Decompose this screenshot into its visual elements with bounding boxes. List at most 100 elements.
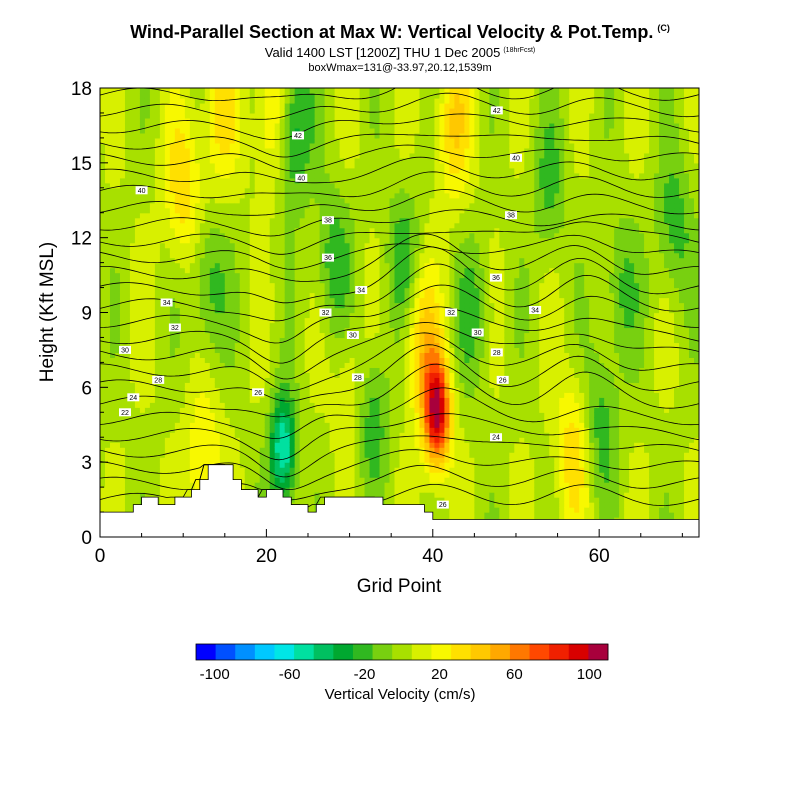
velocity-cell	[209, 112, 216, 119]
velocity-cell	[184, 142, 191, 149]
velocity-cell	[224, 232, 231, 239]
velocity-cell	[319, 137, 326, 144]
velocity-cell	[169, 262, 176, 269]
velocity-cell	[104, 212, 111, 219]
velocity-cell	[274, 162, 281, 169]
velocity-cell	[189, 172, 196, 179]
velocity-cell	[239, 267, 246, 274]
velocity-cell	[319, 97, 326, 104]
velocity-cell	[194, 472, 201, 478]
velocity-cell	[254, 332, 261, 339]
velocity-cell	[244, 382, 251, 388]
velocity-cell	[284, 132, 291, 139]
velocity-cell	[319, 417, 326, 423]
velocity-cell	[264, 437, 271, 443]
velocity-cell	[209, 132, 216, 139]
velocity-cell	[264, 292, 271, 299]
velocity-cell	[304, 227, 311, 234]
velocity-cell	[219, 102, 226, 109]
velocity-cell	[149, 352, 156, 358]
velocity-cell	[324, 412, 331, 418]
velocity-cell	[289, 352, 296, 358]
velocity-cell	[224, 212, 231, 219]
velocity-cell	[184, 282, 191, 289]
velocity-cell	[364, 377, 371, 383]
velocity-cell	[104, 507, 111, 513]
velocity-cell	[269, 197, 276, 204]
velocity-cell	[344, 447, 351, 453]
velocity-cell	[179, 212, 186, 219]
velocity-cell	[329, 182, 336, 189]
velocity-cell	[344, 222, 351, 229]
velocity-cell	[349, 222, 356, 229]
velocity-cell	[279, 427, 286, 433]
velocity-cell	[254, 217, 261, 224]
velocity-cell	[189, 187, 196, 194]
velocity-cell	[114, 507, 121, 513]
velocity-cell	[229, 407, 236, 413]
velocity-cell	[264, 362, 271, 368]
velocity-cell	[159, 187, 166, 194]
velocity-cell	[214, 222, 221, 229]
velocity-cell	[174, 457, 181, 463]
velocity-cell	[159, 252, 166, 259]
velocity-cell	[304, 337, 311, 344]
velocity-cell	[354, 162, 361, 169]
velocity-cell	[174, 407, 181, 413]
velocity-cell	[344, 277, 351, 284]
velocity-cell	[364, 417, 371, 423]
velocity-cell	[100, 457, 106, 463]
velocity-cell	[124, 197, 131, 204]
velocity-cell	[294, 88, 301, 94]
velocity-cell	[144, 307, 151, 314]
velocity-cell	[279, 267, 286, 274]
velocity-cell	[184, 317, 191, 324]
velocity-cell	[319, 177, 326, 184]
velocity-cell	[159, 352, 166, 358]
velocity-cell	[224, 187, 231, 194]
velocity-cell	[279, 102, 286, 109]
velocity-cell	[164, 477, 171, 483]
velocity-cell	[174, 357, 181, 363]
velocity-cell	[294, 287, 301, 294]
velocity-cell	[264, 372, 271, 378]
velocity-cell	[239, 222, 246, 229]
velocity-cell	[114, 132, 121, 139]
velocity-cell	[284, 417, 291, 423]
velocity-cell	[334, 152, 341, 159]
velocity-cell	[234, 287, 241, 294]
velocity-cell	[219, 282, 226, 289]
velocity-cell	[184, 157, 191, 164]
velocity-cell	[314, 407, 321, 413]
velocity-cell	[124, 152, 131, 159]
velocity-cell	[254, 272, 261, 279]
velocity-cell	[124, 212, 131, 219]
velocity-cell	[274, 257, 281, 264]
velocity-cell	[109, 92, 116, 99]
velocity-cell	[309, 432, 316, 438]
velocity-cell	[359, 442, 366, 448]
velocity-cell	[114, 117, 121, 124]
velocity-cell	[100, 362, 106, 368]
velocity-cell	[374, 362, 381, 368]
velocity-cell	[100, 317, 106, 324]
velocity-cell	[289, 302, 296, 309]
velocity-cell	[159, 197, 166, 204]
velocity-cell	[324, 127, 331, 134]
velocity-cell	[129, 467, 136, 473]
velocity-cell	[264, 197, 271, 204]
velocity-cell	[159, 467, 166, 473]
velocity-cell	[154, 112, 161, 119]
velocity-cell	[124, 452, 131, 458]
velocity-cell	[319, 202, 326, 209]
velocity-cell	[234, 457, 241, 463]
velocity-cell	[114, 347, 121, 354]
velocity-cell	[169, 277, 176, 284]
velocity-cell	[124, 322, 131, 329]
velocity-cell	[304, 302, 311, 309]
velocity-cell	[354, 337, 361, 344]
velocity-cell	[319, 382, 326, 388]
velocity-cell	[139, 277, 146, 284]
velocity-cell	[264, 247, 271, 254]
velocity-cell	[239, 282, 246, 289]
